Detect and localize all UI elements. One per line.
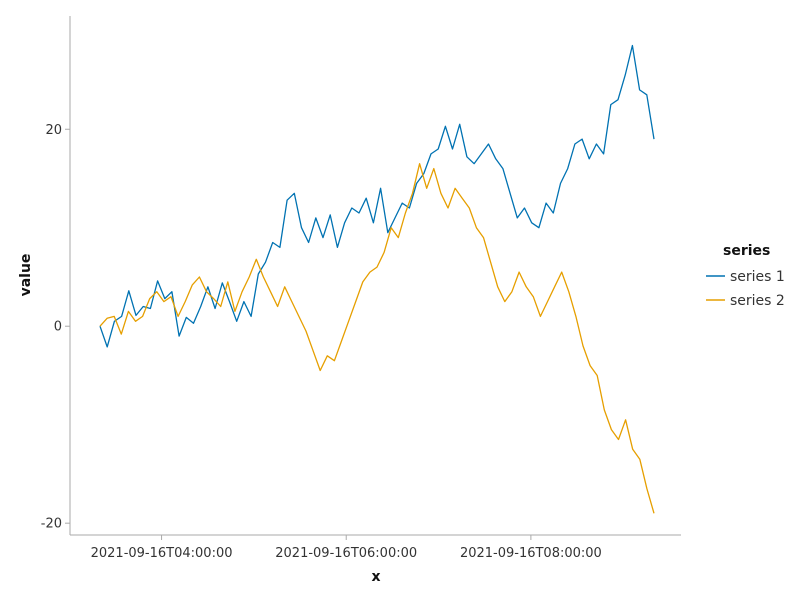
- series-line-2: [99, 163, 655, 514]
- legend-item-series-2: series 2: [706, 293, 785, 309]
- x-tick-label: 2021-09-16T08:00:00: [460, 546, 602, 561]
- y-tick-label: 20: [45, 123, 62, 138]
- series-line-1: [99, 44, 655, 348]
- y-axis-ticks: 20 0 -20: [41, 123, 70, 532]
- legend-title: series: [723, 243, 770, 259]
- x-axis-title: x: [371, 569, 380, 585]
- plot-area: 20 0 -20 2021-09-16T04:00:00 2021-09-16T06:…: [18, 16, 681, 585]
- x-tick-label: 2021-09-16T04:00:00: [91, 546, 233, 561]
- y-axis-title: value: [18, 254, 34, 297]
- series-lines: [99, 44, 655, 514]
- y-tick-label: 0: [54, 320, 62, 335]
- legend-label-series-2: series 2: [730, 293, 785, 309]
- x-axis-ticks: 2021-09-16T04:00:00 2021-09-16T06:00:00 20…: [91, 535, 602, 561]
- legend-item-series-1: series 1: [706, 269, 785, 285]
- x-tick-label: 2021-09-16T06:00:00: [275, 546, 417, 561]
- legend-label-series-1: series 1: [730, 269, 785, 285]
- legend: series series 1 series 2: [706, 243, 785, 309]
- y-tick-label: -20: [41, 517, 62, 532]
